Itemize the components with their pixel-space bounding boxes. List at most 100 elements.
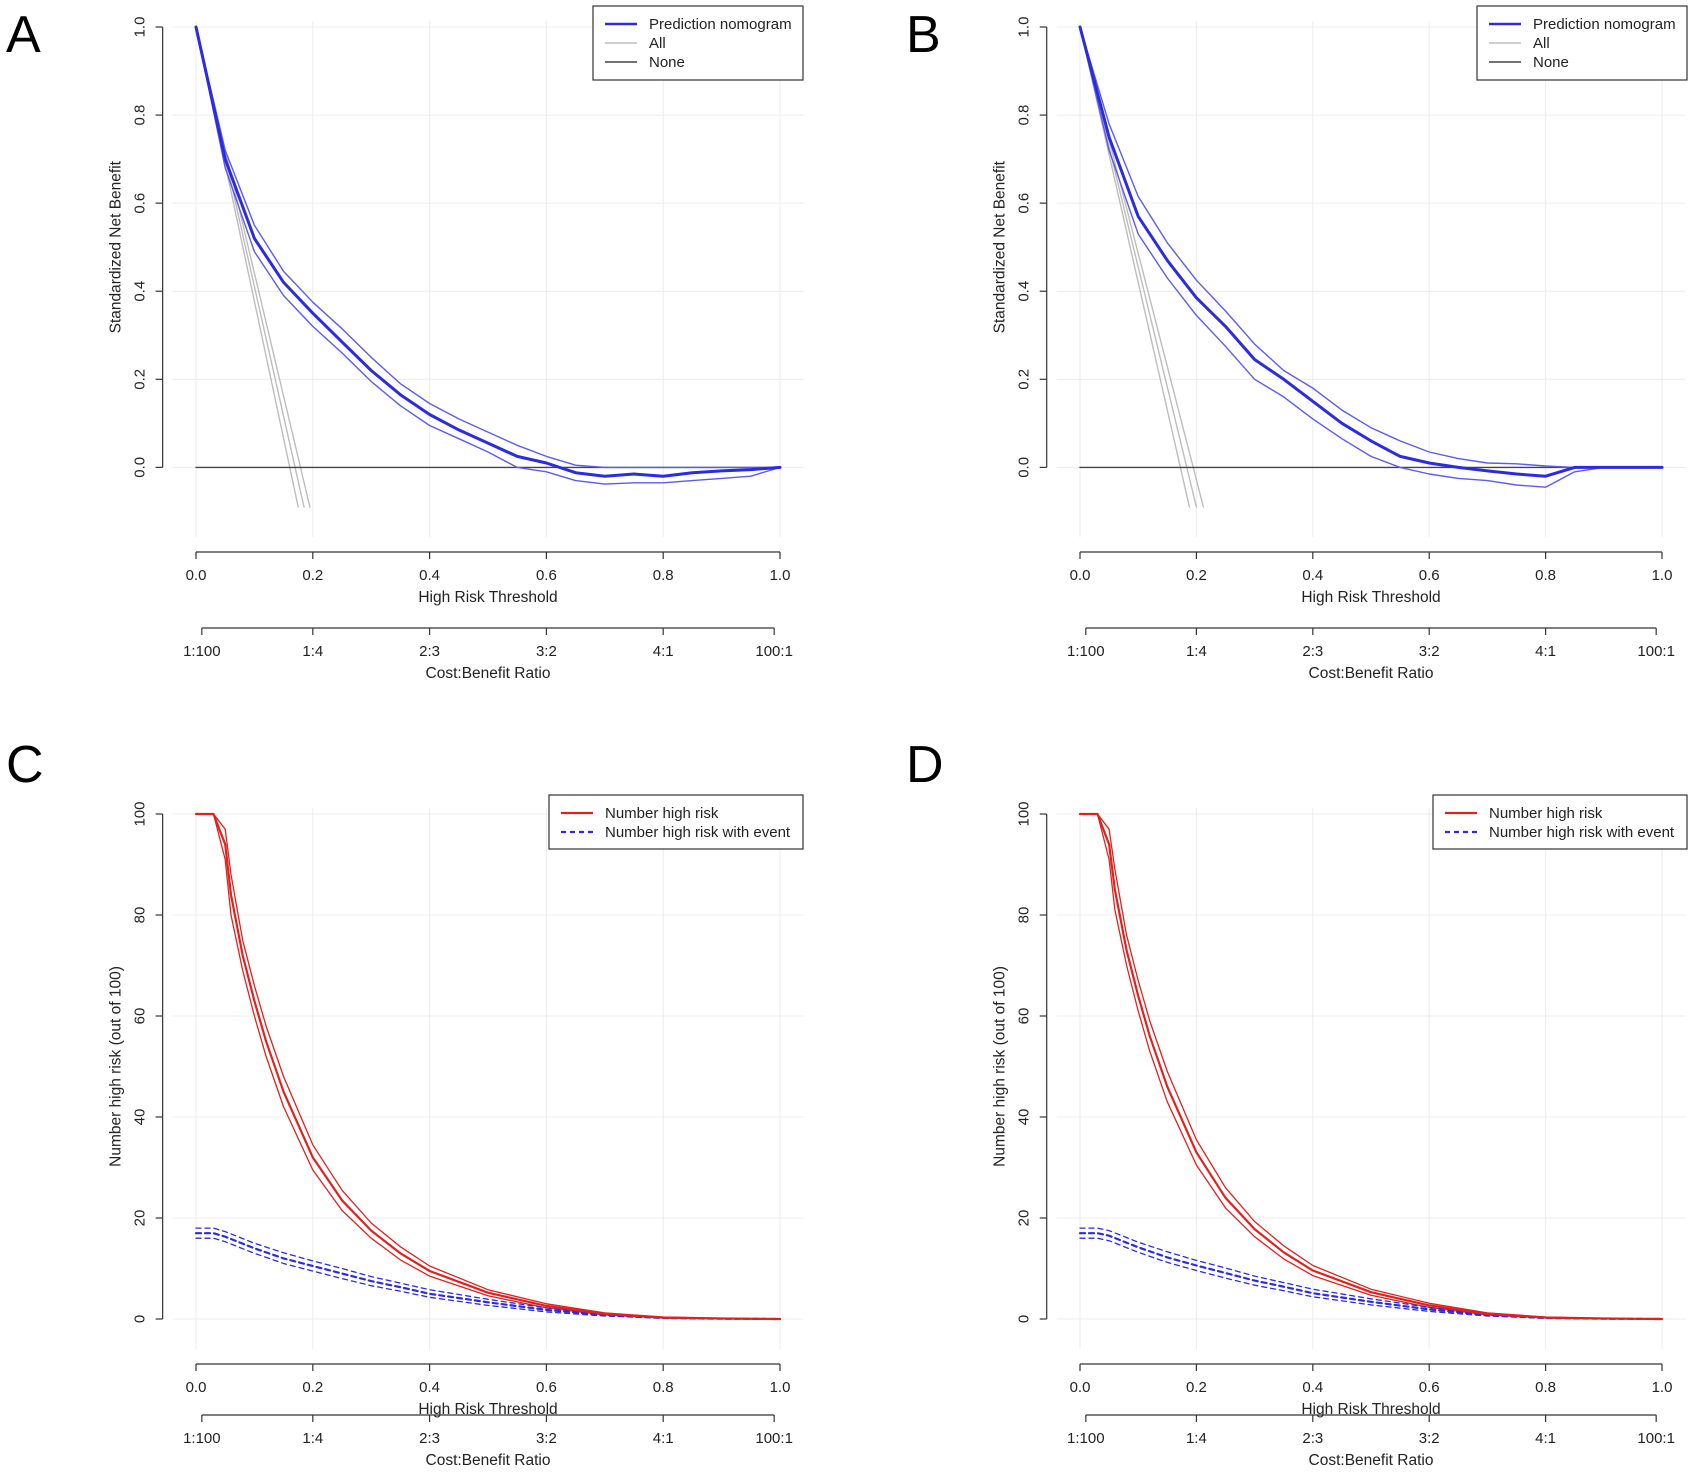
- series-line-red-main: [1078, 812, 1664, 1321]
- x-axis-title: High Risk Threshold: [1301, 1401, 1440, 1418]
- x-tick-label: 0.4: [419, 1379, 440, 1396]
- cost-benefit-tick-label: 1:100: [183, 1430, 221, 1447]
- legend: Number high risk Number high risk with ev…: [548, 794, 804, 850]
- series-group: [1078, 812, 1664, 1321]
- y-tick-label: 0.8: [1016, 105, 1033, 126]
- series-line-ci: [195, 26, 781, 485]
- y-axis-title: Number high risk (out of 100): [108, 966, 125, 1167]
- x-tick-label: 0.8: [1535, 567, 1556, 584]
- series-group: [194, 812, 782, 1321]
- x-tick-label: 0.2: [1186, 1379, 1207, 1396]
- series-line-main: [194, 25, 782, 478]
- series-line-blue-main: [194, 1232, 782, 1321]
- y-tick-label: 20: [132, 1210, 149, 1227]
- y-tick-label: 40: [1016, 1109, 1033, 1126]
- cost-benefit-axis-title: Cost:Benefit Ratio: [1309, 665, 1434, 682]
- x-tick-label: 1.0: [770, 567, 791, 584]
- panel-B: B 0.0 0.2 0.4 0.6 0.8 1.0 Standardized Net Bene…: [906, 5, 1688, 682]
- y-tick-label: 100: [1016, 801, 1033, 826]
- cost-benefit-tick-label: 1:4: [1186, 1430, 1207, 1447]
- y-tick-label: 80: [132, 907, 149, 924]
- panel-D: D 0 20 40 60 80 100 Number high risk (out of 10…: [906, 736, 1688, 1469]
- x-tick-label: 1.0: [1652, 1379, 1673, 1396]
- series-line-main: [1078, 25, 1664, 478]
- legend-label: Number high risk with event: [605, 824, 791, 841]
- x-tick-label: 0.6: [1419, 567, 1440, 584]
- cost-benefit-tick-label: 3:2: [1419, 1430, 1440, 1447]
- legend-box: [548, 794, 804, 850]
- legend: Prediction nomogram All None: [592, 5, 804, 81]
- y-tick-label: 1.0: [132, 17, 149, 38]
- x-tick-label: 0.8: [1535, 1379, 1556, 1396]
- y-tick-label: 0.2: [132, 369, 149, 390]
- cost-benefit-axis-title: Cost:Benefit Ratio: [426, 1452, 551, 1469]
- cost-benefit-tick-label: 1:100: [183, 643, 221, 660]
- x-tick-label: 0.2: [302, 567, 323, 584]
- y-tick-label: 60: [132, 1008, 149, 1025]
- cost-benefit-tick-label: 1:100: [1067, 1430, 1105, 1447]
- x-tick-label: 1.0: [770, 1379, 791, 1396]
- series-line-blue-ci: [1079, 1227, 1663, 1320]
- panel-label: C: [6, 736, 44, 794]
- legend: Number high risk Number high risk with ev…: [1432, 794, 1688, 850]
- cost-benefit-tick-label: 1:100: [1067, 643, 1105, 660]
- y-axis-title: Number high risk (out of 100): [992, 966, 1009, 1167]
- cost-benefit-tick-label: 4:1: [653, 643, 674, 660]
- x-tick-label: 0.0: [1070, 1379, 1091, 1396]
- legend-label: Prediction nomogram: [649, 16, 792, 33]
- cost-benefit-tick-label: 100:1: [1637, 643, 1675, 660]
- cost-benefit-tick-label: 3:2: [1419, 643, 1440, 660]
- series-line-ci: [1079, 26, 1663, 469]
- y-tick-label: 0.4: [132, 281, 149, 302]
- legend-box: [1432, 794, 1688, 850]
- cost-benefit-tick-label: 4:1: [653, 1430, 674, 1447]
- y-tick-label: 100: [132, 801, 149, 826]
- y-tick-label: 0.6: [132, 193, 149, 214]
- series-line-blue-ci: [195, 1227, 781, 1320]
- cost-benefit-tick-label: 1:4: [1186, 643, 1207, 660]
- cost-benefit-axis-title: Cost:Benefit Ratio: [426, 665, 551, 682]
- series-line-ci: [1079, 26, 1663, 488]
- x-tick-label: 0.6: [536, 567, 557, 584]
- y-tick-label: 0: [132, 1315, 149, 1323]
- x-axis-title: High Risk Threshold: [418, 1401, 557, 1418]
- cost-benefit-tick-label: 1:4: [302, 643, 323, 660]
- series-line-ci: [195, 26, 781, 469]
- panel-label: D: [906, 736, 944, 794]
- legend-label: All: [1533, 35, 1550, 52]
- cost-benefit-tick-label: 2:3: [1302, 643, 1323, 660]
- cost-benefit-tick-label: 2:3: [419, 1430, 440, 1447]
- legend-label: Number high risk with event: [1489, 824, 1675, 841]
- x-axis-title: High Risk Threshold: [1301, 589, 1440, 606]
- y-axis-title: Standardized Net Benefit: [992, 160, 1009, 333]
- y-tick-label: 0: [1016, 1315, 1033, 1323]
- x-tick-label: 0.8: [653, 567, 674, 584]
- series-group: [1078, 25, 1664, 508]
- legend-label: Number high risk: [1489, 805, 1603, 822]
- legend-label: All: [649, 35, 666, 52]
- cost-benefit-tick-label: 100:1: [755, 1430, 793, 1447]
- series-group: [194, 25, 782, 508]
- y-tick-label: 60: [1016, 1008, 1033, 1025]
- x-axis-title: High Risk Threshold: [418, 589, 557, 606]
- y-tick-label: 80: [1016, 907, 1033, 924]
- x-tick-label: 0.4: [419, 567, 440, 584]
- gridlines: [1056, 21, 1686, 537]
- y-tick-label: 0.6: [1016, 193, 1033, 214]
- x-tick-label: 0.8: [653, 1379, 674, 1396]
- cost-benefit-tick-label: 3:2: [536, 643, 557, 660]
- cost-benefit-axis-title: Cost:Benefit Ratio: [1309, 1452, 1434, 1469]
- y-tick-label: 1.0: [1016, 17, 1033, 38]
- y-tick-label: 40: [132, 1109, 149, 1126]
- cost-benefit-tick-label: 2:3: [1302, 1430, 1323, 1447]
- y-axis-title: Standardized Net Benefit: [108, 160, 125, 333]
- x-tick-label: 0.2: [1186, 567, 1207, 584]
- x-tick-label: 0.0: [1070, 567, 1091, 584]
- x-tick-label: 0.0: [186, 567, 207, 584]
- x-tick-label: 1.0: [1652, 567, 1673, 584]
- x-tick-label: 0.4: [1302, 1379, 1323, 1396]
- cost-benefit-tick-label: 100:1: [1637, 1430, 1675, 1447]
- cost-benefit-tick-label: 2:3: [419, 643, 440, 660]
- cost-benefit-tick-label: 1:4: [302, 1430, 323, 1447]
